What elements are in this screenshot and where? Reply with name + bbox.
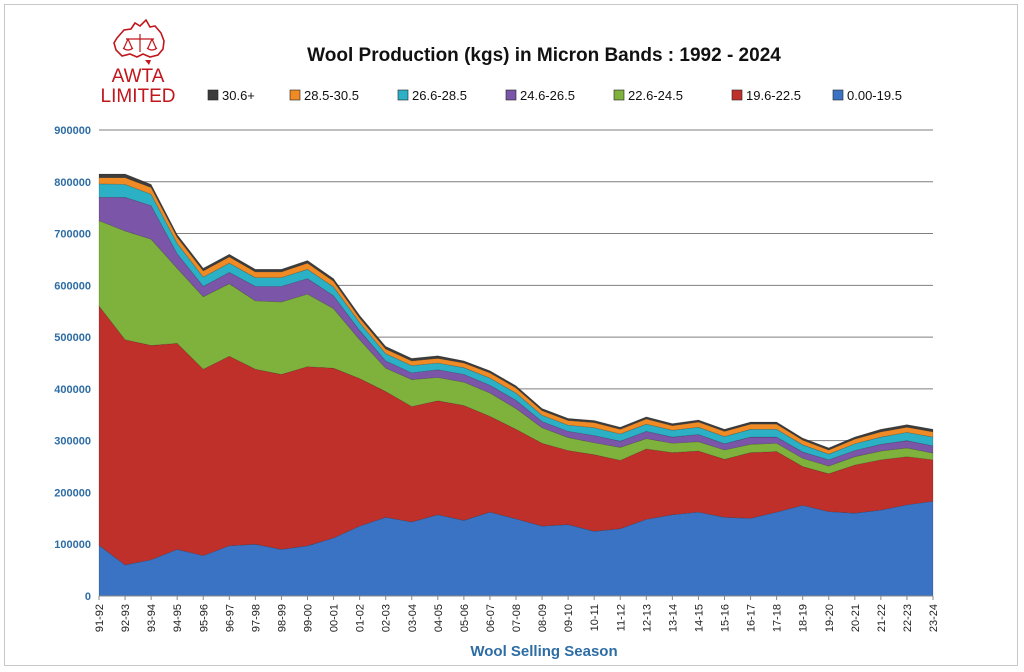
- legend-label: 0.00-19.5: [847, 88, 902, 103]
- logo-line1: AWTA: [112, 66, 165, 87]
- x-tick-label: 00-01: [329, 604, 341, 632]
- y-tick-label: 600000: [54, 280, 91, 292]
- x-tick-label: 94-95: [172, 604, 184, 632]
- x-tick-label: 14-15: [693, 604, 705, 632]
- x-tick-label: 10-11: [589, 604, 601, 631]
- y-tick-label: 900000: [54, 125, 91, 137]
- legend-swatch: [397, 89, 409, 101]
- legend: 30.6+ 28.5-30.5 26.6-28.5 24.6-26.5 22.6-24.…: [207, 88, 902, 103]
- logo-line2: LIMITED: [101, 86, 176, 107]
- x-tick-label: 15-16: [720, 604, 732, 632]
- y-tick-label: 700000: [54, 229, 91, 241]
- x-axis-title: Wool Selling Season: [470, 643, 617, 660]
- legend-label: 19.6-22.5: [746, 88, 801, 103]
- x-tick-label: 04-05: [433, 604, 445, 632]
- x-tick-label: 95-96: [198, 604, 210, 632]
- legend-label: 30.6+: [222, 88, 255, 103]
- x-tick-label: 96-97: [224, 604, 236, 632]
- legend-label: 24.6-26.5: [520, 88, 575, 103]
- x-tick-label: 13-14: [667, 604, 679, 632]
- x-tick-label: 08-09: [537, 604, 549, 632]
- y-tick-label: 100000: [54, 539, 91, 551]
- y-tick-label: 500000: [54, 332, 91, 344]
- x-tick-label: 12-13: [641, 604, 653, 632]
- legend-label: 22.6-24.5: [628, 88, 683, 103]
- area-series: [98, 173, 934, 597]
- legend-swatch: [289, 89, 301, 101]
- australia-map-icon: [113, 18, 165, 58]
- y-tick-label: 0: [85, 591, 91, 603]
- y-tick-label: 400000: [54, 384, 91, 396]
- x-tick-label: 19-20: [824, 604, 836, 632]
- x-tick-label: 93-94: [146, 604, 158, 632]
- x-tick-label: 17-18: [772, 604, 784, 632]
- legend-swatch: [613, 89, 625, 101]
- x-tick-label: 11-12: [615, 604, 627, 631]
- tasmania-icon: [145, 60, 151, 65]
- x-tick-label: 06-07: [485, 604, 497, 632]
- x-tick-label: 91-92: [94, 604, 106, 632]
- x-tick-label: 99-00: [303, 604, 315, 632]
- x-tick-label: 23-24: [928, 604, 940, 632]
- y-tick-label: 200000: [54, 487, 91, 499]
- x-tick-label: 02-03: [381, 604, 393, 632]
- x-tick-label: 18-19: [798, 604, 810, 632]
- legend-swatch: [832, 89, 844, 101]
- y-tick-label: 800000: [54, 177, 91, 189]
- x-tick-label: 05-06: [459, 604, 471, 632]
- x-tick-label: 01-02: [355, 604, 367, 632]
- scales-icon: [122, 34, 158, 52]
- legend-label: 26.6-28.5: [412, 88, 467, 103]
- x-tick-label: 09-10: [563, 604, 575, 632]
- x-tick-label: 22-23: [902, 604, 914, 632]
- x-tick-label: 97-98: [250, 604, 262, 632]
- x-tick-label: 21-22: [876, 604, 888, 632]
- x-tick-label: 16-17: [746, 604, 758, 632]
- legend-swatch: [207, 89, 219, 101]
- y-tick-label: 300000: [54, 436, 91, 448]
- x-tick-label: 03-04: [407, 604, 419, 632]
- legend-swatch: [505, 89, 517, 101]
- chart-title: Wool Production (kgs) in Micron Bands : …: [307, 45, 781, 66]
- legend-swatch: [731, 89, 743, 101]
- legend-label: 28.5-30.5: [304, 88, 359, 103]
- x-tick-label: 92-93: [120, 604, 132, 632]
- area-30-6-: [98, 173, 934, 451]
- x-tick-label: 07-08: [511, 604, 523, 632]
- x-tick-label: 20-21: [850, 604, 862, 632]
- y-axis-ticks: 0 100000 200000 300000 400000 500000 600000 700…: [54, 125, 91, 603]
- x-axis-ticks: 91-92 92-93 93-94 94-95 95-96 96-97 97-98 98-99…: [94, 596, 940, 632]
- x-tick-label: 98-99: [276, 604, 288, 632]
- awta-logo: AWTA LIMITED: [101, 18, 176, 107]
